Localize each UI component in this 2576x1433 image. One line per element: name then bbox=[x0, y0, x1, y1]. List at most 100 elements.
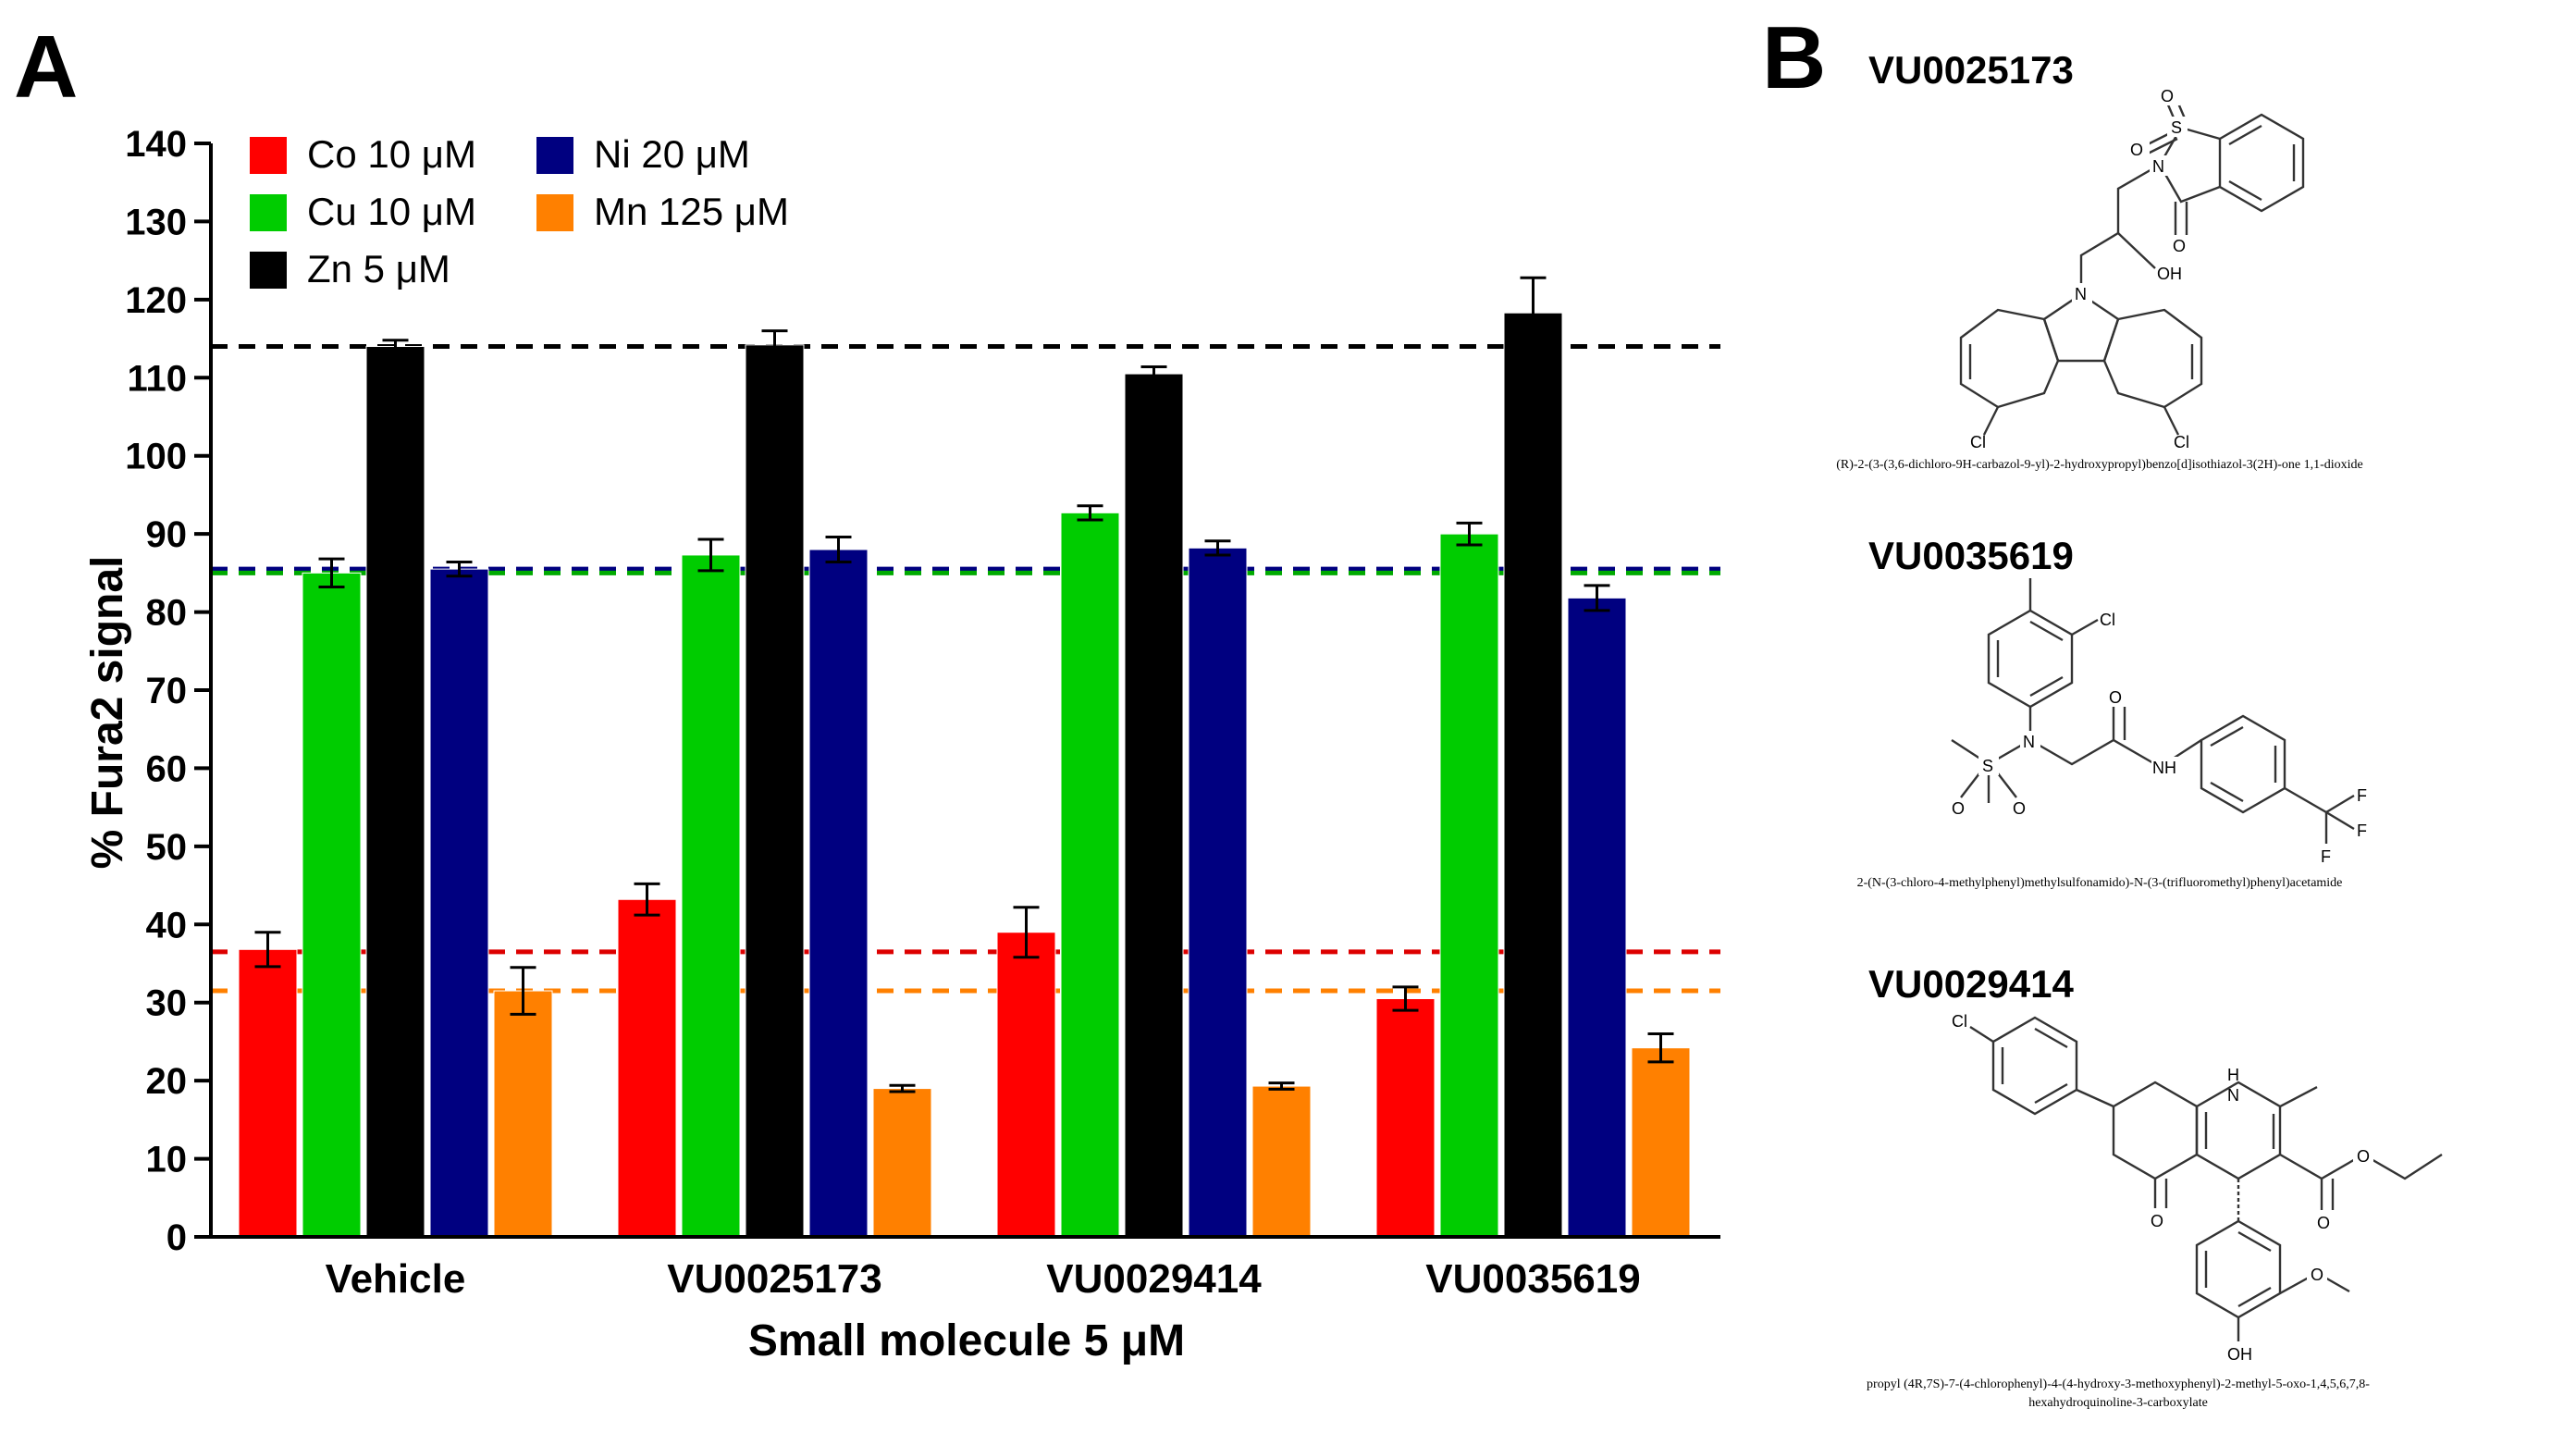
bar bbox=[745, 344, 805, 1238]
atom-oh: OH bbox=[2227, 1345, 2252, 1364]
x-category-label: VU0035619 bbox=[1425, 1256, 1640, 1302]
structure-vu0035619: Cl N S O O O NH F F F bbox=[1951, 578, 2367, 866]
atom-cl: Cl bbox=[2100, 611, 2115, 629]
y-tick-label: 80 bbox=[146, 593, 188, 634]
bar bbox=[238, 948, 298, 1238]
panel-a-letter: A bbox=[14, 18, 78, 117]
atom-o: O bbox=[2151, 1212, 2163, 1230]
structure-vu0029414: Cl H N O O O O OH bbox=[1952, 1012, 2443, 1364]
y-tick-label: 20 bbox=[146, 1061, 188, 1102]
bar bbox=[365, 346, 425, 1238]
atom-n: N bbox=[2227, 1086, 2239, 1105]
atom-o: O bbox=[1952, 799, 1965, 818]
panel-b-letter: B bbox=[1762, 8, 1826, 107]
y-tick-label: 40 bbox=[146, 905, 188, 945]
y-tick-label: 110 bbox=[127, 358, 187, 399]
atom-cl: Cl bbox=[1970, 433, 1986, 451]
y-tick-label: 30 bbox=[146, 983, 188, 1024]
iupac-name-line-2: hexahydroquinoline-3-carboxylate bbox=[2028, 1396, 2208, 1410]
error-bars bbox=[254, 276, 1674, 1093]
x-category-labels: Vehicle VU0025173 VU0029414 VU0035619 bbox=[326, 1256, 1641, 1302]
y-tick-label: 90 bbox=[146, 514, 188, 555]
bar bbox=[1631, 1047, 1691, 1238]
bar bbox=[1567, 597, 1627, 1238]
bar bbox=[1124, 373, 1184, 1238]
atom-f: F bbox=[2321, 847, 2331, 866]
legend-label: Zn 5 μM bbox=[307, 247, 450, 290]
x-category-label: Vehicle bbox=[326, 1256, 466, 1302]
legend-swatch bbox=[250, 137, 287, 174]
bar bbox=[808, 549, 869, 1238]
bar bbox=[429, 568, 489, 1238]
atom-o: O bbox=[2173, 237, 2186, 255]
bar bbox=[1375, 997, 1436, 1238]
bars bbox=[238, 312, 1691, 1238]
atom-o: O bbox=[2013, 799, 2026, 818]
y-tick-label: 140 bbox=[125, 124, 187, 165]
atom-n: N bbox=[2023, 733, 2035, 751]
atom-o: O bbox=[2109, 688, 2122, 707]
legend-swatch bbox=[536, 137, 573, 174]
legend-swatch bbox=[250, 252, 287, 289]
y-tick-label: 60 bbox=[146, 748, 188, 789]
atom-cl: Cl bbox=[1952, 1012, 1967, 1031]
bar bbox=[493, 990, 553, 1238]
atom-s: S bbox=[2171, 118, 2182, 137]
compound-vu0035619: VU0035619 bbox=[1857, 534, 2367, 890]
bar bbox=[1503, 312, 1563, 1238]
atom-o: O bbox=[2311, 1266, 2323, 1284]
compound-name: VU0029414 bbox=[1868, 962, 2074, 1006]
bar bbox=[1060, 512, 1120, 1238]
bar bbox=[302, 572, 362, 1238]
atom-n: N bbox=[2152, 157, 2164, 176]
compound-name: VU0035619 bbox=[1868, 534, 2074, 577]
legend: Co 10 μM Cu 10 μM Zn 5 μM Ni 20 μM Mn 125 μM bbox=[250, 132, 789, 290]
y-ticks: 0 10 20 30 40 50 60 70 80 90 100 110 120 130 140 bbox=[125, 124, 211, 1258]
atom-o: O bbox=[2317, 1214, 2330, 1232]
atom-oh: OH bbox=[2157, 265, 2182, 283]
bar bbox=[1251, 1085, 1312, 1238]
compound-vu0025173: VU0025173 bbox=[1836, 48, 2363, 472]
atom-s: S bbox=[1982, 757, 1993, 775]
bar bbox=[996, 932, 1056, 1238]
atom-cl: Cl bbox=[2174, 433, 2189, 451]
atom-n: N bbox=[2075, 285, 2087, 303]
legend-label: Cu 10 μM bbox=[307, 190, 476, 233]
bar bbox=[1188, 547, 1248, 1238]
x-category-label: VU0029414 bbox=[1046, 1256, 1262, 1302]
bar bbox=[872, 1088, 932, 1238]
atom-o: O bbox=[2130, 141, 2143, 159]
y-tick-label: 10 bbox=[146, 1140, 188, 1180]
compound-vu0029414: VU0029414 bbox=[1867, 962, 2443, 1410]
iupac-name: 2-(N-(3-chloro-4-methylphenyl)methylsulf… bbox=[1857, 876, 2343, 890]
compound-name: VU0025173 bbox=[1868, 48, 2074, 92]
atom-o: O bbox=[2161, 87, 2174, 105]
bar bbox=[617, 898, 677, 1238]
x-axis-title: Small molecule 5 μM bbox=[748, 1316, 1185, 1365]
bar-chart: 0 10 20 30 40 50 60 70 80 90 100 110 120 130 140 Vehic… bbox=[83, 124, 1720, 1365]
y-tick-label: 70 bbox=[146, 671, 188, 711]
y-tick-label: 120 bbox=[125, 280, 187, 321]
y-tick-label: 50 bbox=[146, 827, 188, 868]
atom-h: H bbox=[2227, 1066, 2239, 1084]
legend-label: Ni 20 μM bbox=[594, 132, 750, 176]
iupac-name: (R)-2-(3-(3,6-dichloro-9H-carbazol-9-yl)… bbox=[1836, 458, 2363, 472]
atom-o: O bbox=[2357, 1147, 2370, 1166]
legend-label: Mn 125 μM bbox=[594, 190, 789, 233]
iupac-name-line-1: propyl (4R,7S)-7-(4-chlorophenyl)-4-(4-h… bbox=[1867, 1377, 2370, 1391]
atom-nh: NH bbox=[2152, 759, 2176, 777]
y-axis-title: % Fura2 signal bbox=[83, 556, 132, 870]
legend-swatch bbox=[536, 194, 573, 231]
bar bbox=[681, 554, 741, 1238]
structure-vu0025173: O O S N O OH N Cl Cl bbox=[1959, 85, 2305, 451]
y-tick-label: 100 bbox=[125, 437, 187, 477]
x-category-label: VU0025173 bbox=[667, 1256, 881, 1302]
legend-swatch bbox=[250, 194, 287, 231]
legend-label: Co 10 μM bbox=[307, 132, 476, 176]
bar bbox=[1439, 533, 1499, 1238]
atom-f: F bbox=[2357, 822, 2367, 840]
y-tick-label: 0 bbox=[166, 1217, 187, 1258]
y-tick-label: 130 bbox=[125, 202, 187, 242]
atom-f: F bbox=[2357, 786, 2367, 805]
